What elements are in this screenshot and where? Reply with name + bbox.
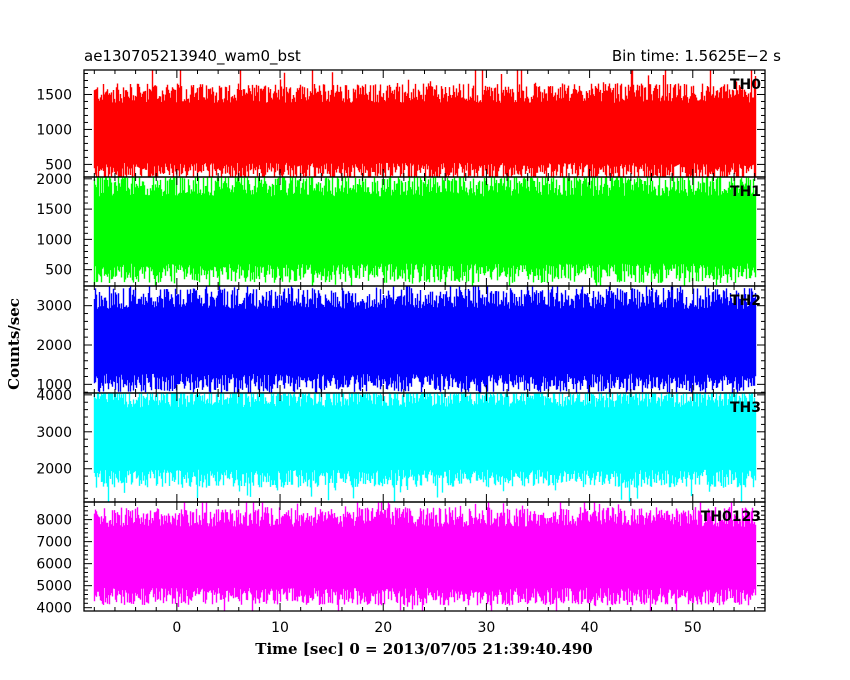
panel-th2: 1000 2000 3000 TH2 <box>36 285 766 394</box>
y-tick-label: 7000 <box>36 535 72 551</box>
x-tick-label: 0 <box>172 620 181 636</box>
x-axis: 0 10 20 30 40 50 <box>172 620 701 636</box>
panel-th1: 500 1000 1500 2000 TH1 <box>36 172 766 287</box>
y-tick-label: 1000 <box>36 232 72 248</box>
series-th0 <box>93 70 757 177</box>
x-tick-label: 50 <box>684 620 702 636</box>
y-tick-label: 2000 <box>36 338 72 354</box>
y-tick-label: 5000 <box>36 579 72 595</box>
y-tick-label: 3000 <box>36 299 72 315</box>
panel-label: TH3 <box>730 400 761 416</box>
panel-th3: 2000 3000 4000 TH3 <box>36 388 766 503</box>
x-axis-label: Time [sec] 0 = 2013/07/05 21:39:40.490 <box>255 640 592 658</box>
y-tick-label: 6000 <box>36 557 72 573</box>
series-th0123 <box>93 502 757 611</box>
y-axis-label: Counts/sec <box>5 298 23 390</box>
panel-th0123: 4000 5000 6000 7000 8000 TH0123 <box>36 501 766 617</box>
series-th2 <box>93 286 757 393</box>
y-tick-label: 1500 <box>36 202 72 218</box>
series-th3 <box>93 393 757 502</box>
x-tick-label: 10 <box>271 620 289 636</box>
y-tick-label: 4000 <box>36 388 72 404</box>
chart-title-right: Bin time: 1.5625E−2 s <box>612 47 781 65</box>
panel-label: TH1 <box>730 184 761 200</box>
panel-label: TH0123 <box>701 509 761 525</box>
y-tick-label: 1000 <box>36 377 72 393</box>
x-tick-label: 20 <box>374 620 392 636</box>
panel-label: TH0 <box>730 77 761 93</box>
series-th1 <box>93 177 757 286</box>
chart-title-left: ae130705213940_wam0_bst <box>84 47 301 66</box>
y-tick-label: 500 <box>45 263 72 279</box>
y-tick-label: 8000 <box>36 513 72 529</box>
y-tick-label: 1500 <box>36 87 72 103</box>
y-tick-label: 4000 <box>36 601 72 617</box>
x-tick-label: 40 <box>581 620 599 636</box>
y-tick-label: 2000 <box>36 172 72 188</box>
y-tick-label: 2000 <box>36 462 72 478</box>
x-tick-label: 30 <box>477 620 495 636</box>
y-tick-label: 3000 <box>36 425 72 441</box>
panel-label: TH2 <box>730 293 761 309</box>
panel-th0: 500 1000 1500 TH0 <box>36 69 766 178</box>
panels-group: 50010001500TH0500100015002000TH110002000… <box>36 69 766 617</box>
y-tick-label: 500 <box>45 157 72 173</box>
y-tick-label: 1000 <box>36 122 72 138</box>
